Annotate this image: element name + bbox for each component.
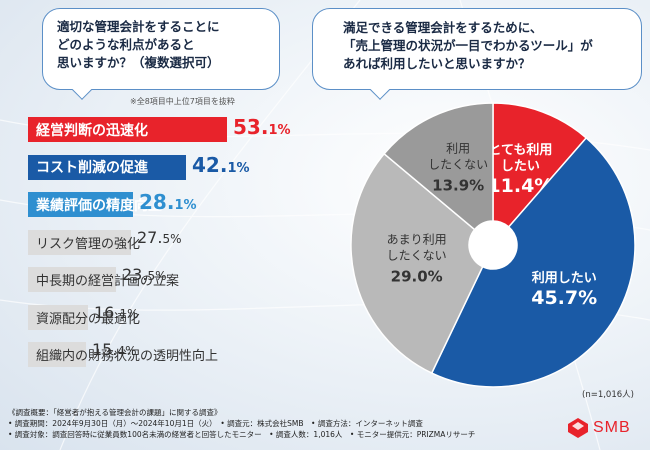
smb-logo: SMB — [568, 418, 631, 438]
bar: 業績評価の精度向上 — [28, 192, 162, 217]
survey-footer: 《調査概要：「経営者が抱える管理会計の課題」に関する調査》 • 調査期間：202… — [8, 407, 568, 440]
footer-line: 《調査概要：「経営者が抱える管理会計の課題」に関する調査》 — [8, 408, 222, 417]
bar-value-label: 42.1% — [192, 153, 250, 177]
bar-value-label: 27.5% — [137, 228, 182, 247]
pie-slice-label: とても利用 — [488, 142, 552, 158]
right-question-line: あれば利用したいと思いますか？ — [343, 56, 531, 71]
left-question-line: どのような利点があると — [57, 37, 195, 52]
pie-slice-value: 11.4% — [487, 175, 553, 197]
bar-value-label: 15.4% — [92, 340, 137, 359]
bar: 資源配分の最適化 — [28, 304, 140, 330]
pie-slice-label: あまり利用 — [387, 233, 447, 247]
bar-value-label: 53.1% — [233, 115, 291, 139]
bar-value-label: 28.1% — [139, 190, 197, 214]
bar-value-main: 53. — [233, 115, 269, 139]
pie-slice-label: したい — [501, 159, 540, 174]
bar-value-tail: 5% — [162, 231, 182, 246]
bar-value-main: 27. — [137, 227, 163, 247]
bar-category-label: 組織内の財務状況の透明性向上 — [36, 349, 219, 364]
bar-value-tail: 1% — [227, 160, 250, 176]
bar-category-label: 資源配分の最適化 — [36, 311, 141, 327]
bar-value-main: 15. — [92, 340, 118, 359]
pie-slice-value: 45.7% — [531, 287, 597, 309]
top8-note: ※全8項目中上位7項目を抜粋 — [130, 97, 235, 106]
bar-value-tail: 1% — [268, 123, 291, 138]
bar: 中長期の経営計画の立案 — [28, 267, 179, 292]
sample-size-note: (n=1,016人) — [582, 390, 634, 400]
bar-category-label: リスク管理の強化 — [36, 236, 141, 252]
left-question-bubble: 適切な管理会計をすることに どのような利点があると 思いますか？（複数選択可） — [42, 8, 280, 100]
bar-value-tail: 1% — [119, 306, 139, 321]
pie-slice-value: 29.0% — [391, 268, 443, 286]
pie-slice-label: したくない — [428, 157, 488, 171]
bar: 経営判断の迅速化 — [28, 117, 227, 142]
right-question-line: 満足できる管理会計をするために、 — [343, 20, 543, 35]
bar-value-main: 16. — [94, 302, 120, 322]
pie-center-hole — [469, 221, 517, 269]
bar-value-tail: 4% — [117, 344, 137, 358]
bar-value-main: 42. — [192, 152, 228, 177]
right-question-bubble: 満足できる管理会計をするために、 「売上管理の状況が一目でわかるツール」が あれ… — [312, 8, 642, 100]
pie-slice-label: したくない — [387, 249, 447, 263]
left-question-line: 思いますか？（複数選択可） — [57, 55, 220, 70]
smb-logo-text: SMB — [593, 419, 631, 436]
bar-category-label: コスト削減の促進 — [36, 160, 148, 176]
bar-category-label: 業績評価の精度向上 — [36, 197, 162, 214]
bar: コスト削減の促進 — [28, 154, 186, 180]
bar-category-label: 中長期の経営計画の立案 — [36, 274, 180, 289]
bar-value-label: 23.5% — [122, 265, 167, 284]
bar-value-tail: 1% — [174, 198, 197, 213]
footer-line: • 調査期間：2024年9月30日（月）～2024年10月1日（火） • 調査元… — [8, 419, 423, 428]
bar-value-tail: 5% — [147, 269, 167, 283]
bar-category-label: 経営判断の迅速化 — [36, 122, 148, 139]
pie-slice-label: 利用 — [446, 141, 470, 155]
bar-value-main: 23. — [122, 265, 148, 284]
pie-slice-label: 利用したい — [532, 270, 597, 286]
bar-value-label: 16.1% — [94, 303, 139, 322]
bar-value-main: 28. — [139, 190, 175, 214]
bar: リスク管理の強化 — [28, 229, 140, 255]
right-question-line: 「売上管理の状況が一目でわかるツール」が — [343, 38, 593, 53]
bar: 組織内の財務状況の透明性向上 — [28, 342, 218, 367]
footer-line: • 調査対象：調査回答時に従業員数100名未満の経営者と回答したモニター • 調… — [8, 430, 476, 439]
tool-usage-pie-chart: とても利用したい11.4%利用したい45.7%あまり利用したくない29.0%利用… — [350, 102, 636, 388]
smb-logo-mark — [568, 418, 588, 438]
pie-slice-value: 13.9% — [432, 176, 484, 194]
left-question-line: 適切な管理会計をすることに — [57, 19, 220, 34]
